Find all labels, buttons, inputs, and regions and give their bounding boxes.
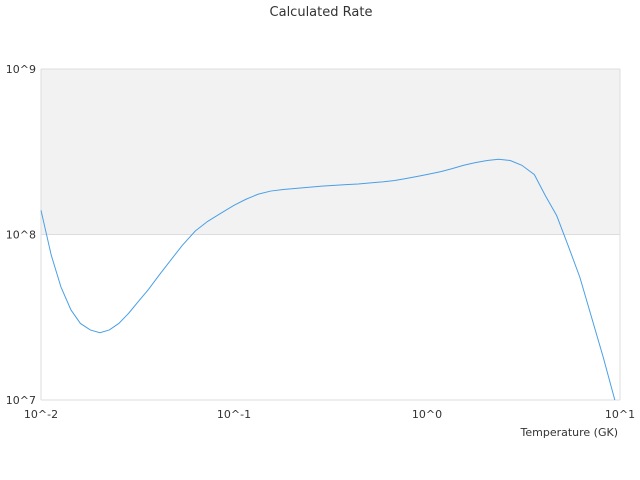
y-tick-label: 10^9 <box>6 63 36 76</box>
x-axis-ticks: 10^-2 10^-1 10^0 10^1 <box>24 408 635 421</box>
x-tick-label: 10^0 <box>412 408 442 421</box>
grid <box>40 68 621 401</box>
y-tick-label: 10^7 <box>6 394 36 407</box>
x-tick-label: 10^-2 <box>24 408 58 421</box>
chart-title: Calculated Rate <box>270 5 373 20</box>
x-tick-label: 10^-1 <box>217 408 251 421</box>
series-line <box>40 158 616 401</box>
shaded-band <box>41 69 620 235</box>
x-tick-label: 10^1 <box>605 408 635 421</box>
y-tick-label: 10^8 <box>6 229 36 242</box>
x-axis-label: Temperature (GK) <box>520 426 619 439</box>
y-axis-ticks: 10^7 10^8 10^9 <box>6 63 36 407</box>
